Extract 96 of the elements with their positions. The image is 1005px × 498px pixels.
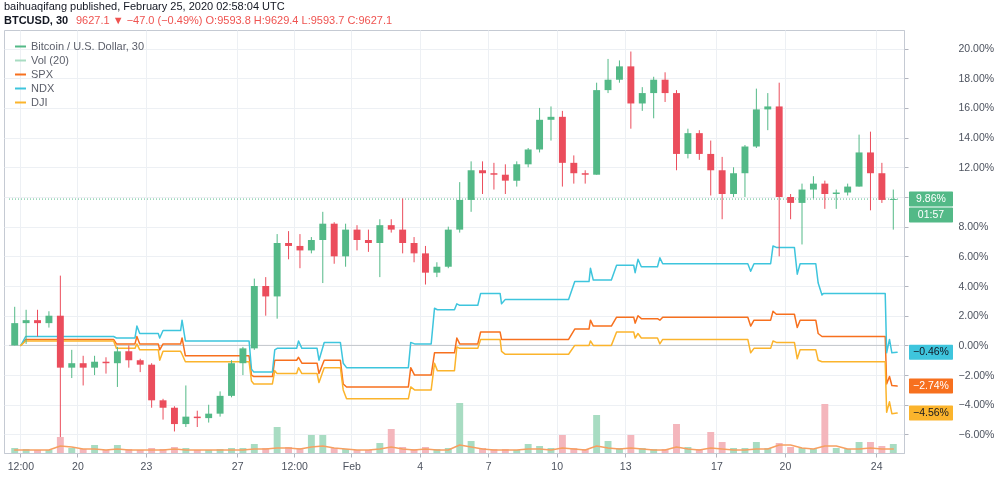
x-tick-label: 13 [619, 459, 632, 472]
candlestick [787, 193, 795, 220]
x-tick-label: 20 [779, 459, 792, 472]
data-label: −0.46% [913, 345, 949, 358]
y-tick-label: 18.00% [958, 71, 995, 84]
candlestick [399, 197, 407, 254]
legend-label: SPX [31, 67, 54, 80]
y-tick-label: −4.00% [958, 398, 995, 411]
ref-line-label: 9.86% [916, 192, 946, 205]
candlestick [182, 384, 190, 428]
bar [787, 447, 795, 453]
candlestick [125, 344, 133, 369]
candlestick [764, 92, 772, 131]
chart-title: BTCUSD, 30 [4, 14, 69, 26]
bar [387, 429, 395, 453]
candlestick [239, 346, 247, 376]
x-tick-label: 7 [485, 459, 492, 472]
candlestick [11, 306, 19, 346]
candlestick [364, 229, 372, 253]
bar [593, 415, 601, 453]
x-tick-label: 12:00 [281, 459, 309, 472]
candlestick [433, 261, 441, 278]
legend-label: Vol (20) [31, 53, 69, 66]
candlestick [285, 230, 293, 260]
candlestick [730, 166, 738, 198]
text: 01:57 [917, 208, 945, 221]
y-tick-label: 0.00% [958, 338, 989, 351]
candlestick [68, 349, 76, 379]
x-tick-label: 23 [140, 459, 153, 472]
candlestick [79, 355, 87, 386]
y-tick-label: 12.00% [958, 160, 995, 173]
legend-label: Bitcoin / U.S. Dollar, 30 [31, 39, 145, 52]
candlestick [695, 129, 703, 161]
bar [821, 404, 829, 453]
candlestick [410, 236, 418, 263]
chart-subtitle: 9627.1 ▼ −47.0 (−0.49%) O:9593.8 H:9629.4 L:9593.7 C:9627.1 [76, 14, 393, 26]
candlestick [718, 156, 726, 220]
candlestick [216, 390, 224, 418]
candlestick [490, 162, 498, 191]
candlestick [615, 59, 623, 84]
candlestick [684, 128, 692, 159]
candlestick [524, 147, 532, 168]
data-label: −2.74% [913, 379, 949, 392]
candlestick [45, 310, 53, 329]
bar [307, 435, 315, 453]
candlestick [319, 211, 327, 284]
x-tick-label: 20 [72, 459, 84, 472]
bar [319, 435, 327, 453]
candlestick [867, 131, 874, 211]
candlestick [604, 58, 612, 94]
candlestick [34, 309, 41, 337]
bar [673, 424, 680, 453]
bar [68, 448, 76, 453]
candlestick [113, 346, 121, 388]
legend-label: DJI [31, 95, 48, 108]
candlestick [376, 218, 384, 278]
y-tick-label: 4.00% [958, 279, 989, 292]
candlestick [513, 160, 521, 188]
candlestick [570, 154, 578, 185]
x-tick-label: 24 [870, 459, 883, 472]
legend-label: NDX [31, 81, 55, 94]
x-tick-label: Feb [342, 459, 362, 472]
candlestick [170, 405, 178, 432]
candlestick [638, 86, 646, 112]
data-label: −4.56% [913, 406, 949, 419]
y-tick-label: 14.00% [958, 131, 995, 144]
x-tick-label: 17 [711, 459, 723, 472]
bar [707, 432, 715, 453]
y-tick-label: 16.00% [958, 101, 995, 114]
candlestick [661, 71, 669, 103]
y-tick-label: 6.00% [958, 249, 989, 262]
candlestick [22, 309, 30, 345]
y-tick-label: 2.00% [958, 309, 989, 322]
bar [558, 435, 566, 453]
y-tick-label: −2.00% [958, 368, 995, 381]
x-tick-label: 12:00 [7, 459, 35, 472]
candlestick [159, 398, 167, 421]
candlestick [422, 245, 429, 286]
bar [832, 448, 840, 453]
bar [273, 427, 281, 453]
candlestick [501, 163, 509, 195]
x-tick-label: 27 [231, 459, 244, 472]
candlestick [479, 160, 486, 195]
x-tick-label: 4 [417, 459, 424, 472]
y-tick-label: 20.00% [958, 42, 995, 55]
candlestick [821, 180, 829, 210]
candlestick [707, 140, 715, 196]
candlestick [650, 76, 658, 119]
candlestick [581, 169, 589, 185]
x-tick-label: 10 [551, 459, 564, 472]
y-tick-label: −6.00% [958, 427, 995, 440]
candlestick [91, 355, 99, 376]
y-tick-label: 8.00% [958, 220, 989, 233]
bar [456, 403, 464, 453]
text: baihuaqifang published, February 25, 2020 02:58:04 UTC [4, 0, 285, 12]
candlestick [262, 276, 270, 317]
